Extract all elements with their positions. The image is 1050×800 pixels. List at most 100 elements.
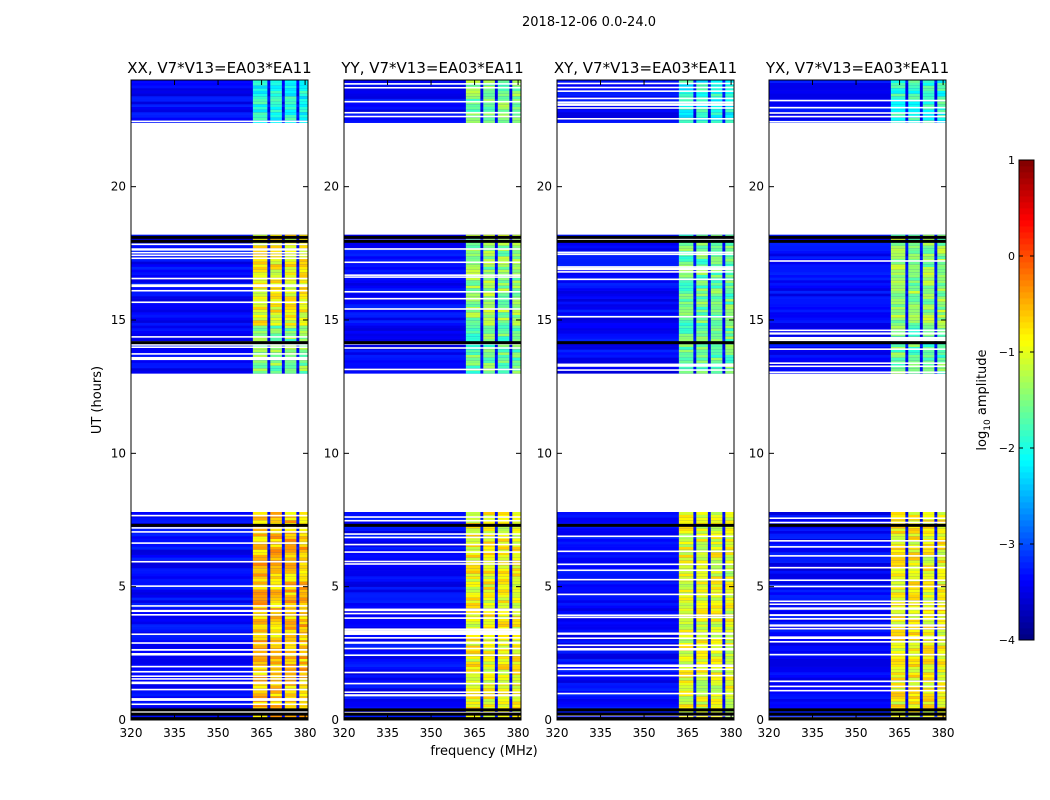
heatmap-cell xyxy=(937,674,946,678)
heatmap-cell xyxy=(696,560,708,563)
heatmap-cell xyxy=(465,554,481,558)
heatmap-cell xyxy=(710,677,723,681)
heatmap-cell xyxy=(557,520,734,523)
heatmap-cell xyxy=(512,648,521,651)
heatmap-cell xyxy=(908,266,920,270)
heatmap-cell xyxy=(769,309,946,313)
heatmap-cell xyxy=(497,96,510,99)
heatmap-cell xyxy=(557,242,734,246)
heatmap-cell xyxy=(678,264,694,267)
heatmap-cell xyxy=(497,568,510,571)
heatmap-cell xyxy=(299,282,308,286)
heatmap-cell xyxy=(908,274,920,278)
y-tick-label: 5 xyxy=(331,580,339,594)
heatmap-cell xyxy=(922,320,935,323)
heatmap-cell xyxy=(299,280,308,283)
heatmap-cell xyxy=(710,541,723,545)
heatmap-cell xyxy=(497,304,510,307)
heatmap-cell xyxy=(252,101,268,105)
heatmap-cell xyxy=(270,594,282,598)
heatmap-cell xyxy=(937,277,946,281)
heatmap-cell xyxy=(465,285,481,289)
heatmap-cell xyxy=(497,661,510,665)
heatmap-cell xyxy=(696,242,708,246)
heatmap-cell xyxy=(344,674,521,678)
heatmap-cell xyxy=(497,256,510,259)
heatmap-cell xyxy=(284,325,297,329)
heatmap-cell xyxy=(465,293,481,297)
heatmap-cell xyxy=(678,552,694,555)
heatmap-cell xyxy=(678,530,694,534)
heatmap-cell xyxy=(284,346,297,350)
heatmap-cell xyxy=(252,85,268,89)
heatmap-cell xyxy=(131,272,308,275)
heatmap-cell xyxy=(678,650,694,654)
heatmap-cell xyxy=(465,106,481,110)
heatmap-cell xyxy=(696,538,708,542)
heatmap-cell xyxy=(890,664,906,667)
heatmap-cell xyxy=(769,96,946,99)
heatmap-cell xyxy=(725,80,734,83)
heatmap-cell xyxy=(908,632,920,635)
heatmap-cell xyxy=(344,269,521,273)
heatmap-cell xyxy=(725,586,734,590)
heatmap-cell xyxy=(344,312,521,315)
heatmap-cell xyxy=(344,120,521,123)
heatmap-cell xyxy=(908,677,920,681)
heatmap-cell xyxy=(497,293,510,297)
heatmap-cell xyxy=(131,330,308,334)
heatmap-cell xyxy=(131,680,308,683)
heatmap-cell xyxy=(557,645,734,649)
heatmap-cell xyxy=(725,666,734,670)
heatmap-cell xyxy=(299,370,308,374)
heatmap-cell xyxy=(497,352,510,355)
heatmap-cell xyxy=(131,658,308,662)
heatmap-cell xyxy=(483,282,495,286)
heatmap-cell xyxy=(131,274,308,278)
heatmap-cell xyxy=(252,605,268,609)
heatmap-cell xyxy=(678,336,694,339)
heatmap-cell xyxy=(890,557,906,561)
heatmap-cell xyxy=(696,96,708,99)
heatmap-cell xyxy=(284,656,297,659)
heatmap-cell xyxy=(284,642,297,646)
heatmap-cell xyxy=(725,541,734,545)
heatmap-cell xyxy=(465,320,481,323)
heatmap-cell xyxy=(512,714,521,718)
heatmap-cell xyxy=(465,272,481,275)
x-axis-label: frequency (MHz) xyxy=(430,744,537,759)
heatmap-cell xyxy=(512,258,521,262)
heatmap-cell xyxy=(131,642,308,646)
colorbar-segment xyxy=(1019,274,1034,281)
heatmap-cell xyxy=(131,701,308,705)
scan-gap-line xyxy=(557,315,734,318)
heatmap-cell xyxy=(937,693,946,697)
heatmap-cell xyxy=(922,693,935,697)
heatmap-cell xyxy=(725,554,734,558)
heatmap-cell xyxy=(465,714,481,718)
heatmap-cell xyxy=(131,112,308,115)
heatmap-cell xyxy=(557,274,734,278)
heatmap-cell xyxy=(696,274,708,278)
heatmap-cell xyxy=(512,96,521,99)
heatmap-cell xyxy=(131,109,308,113)
scan-gap-line xyxy=(769,636,946,638)
heatmap-cell xyxy=(696,621,708,625)
heatmap-cell xyxy=(557,698,734,702)
heatmap-cell xyxy=(284,322,297,326)
heatmap-cell xyxy=(252,552,268,555)
heatmap-cell xyxy=(344,285,521,289)
heatmap-cell xyxy=(557,336,734,339)
heatmap-cell xyxy=(131,293,308,297)
heatmap-cell xyxy=(725,682,734,686)
heatmap-cell xyxy=(344,602,521,606)
heatmap-cell xyxy=(465,541,481,545)
heatmap-cell xyxy=(678,280,694,283)
heatmap-cell xyxy=(344,698,521,702)
heatmap-cell xyxy=(270,576,282,579)
heatmap-cell xyxy=(270,338,282,342)
heatmap-cell xyxy=(284,293,297,297)
heatmap-cell xyxy=(937,285,946,289)
heatmap-cell xyxy=(769,290,946,294)
